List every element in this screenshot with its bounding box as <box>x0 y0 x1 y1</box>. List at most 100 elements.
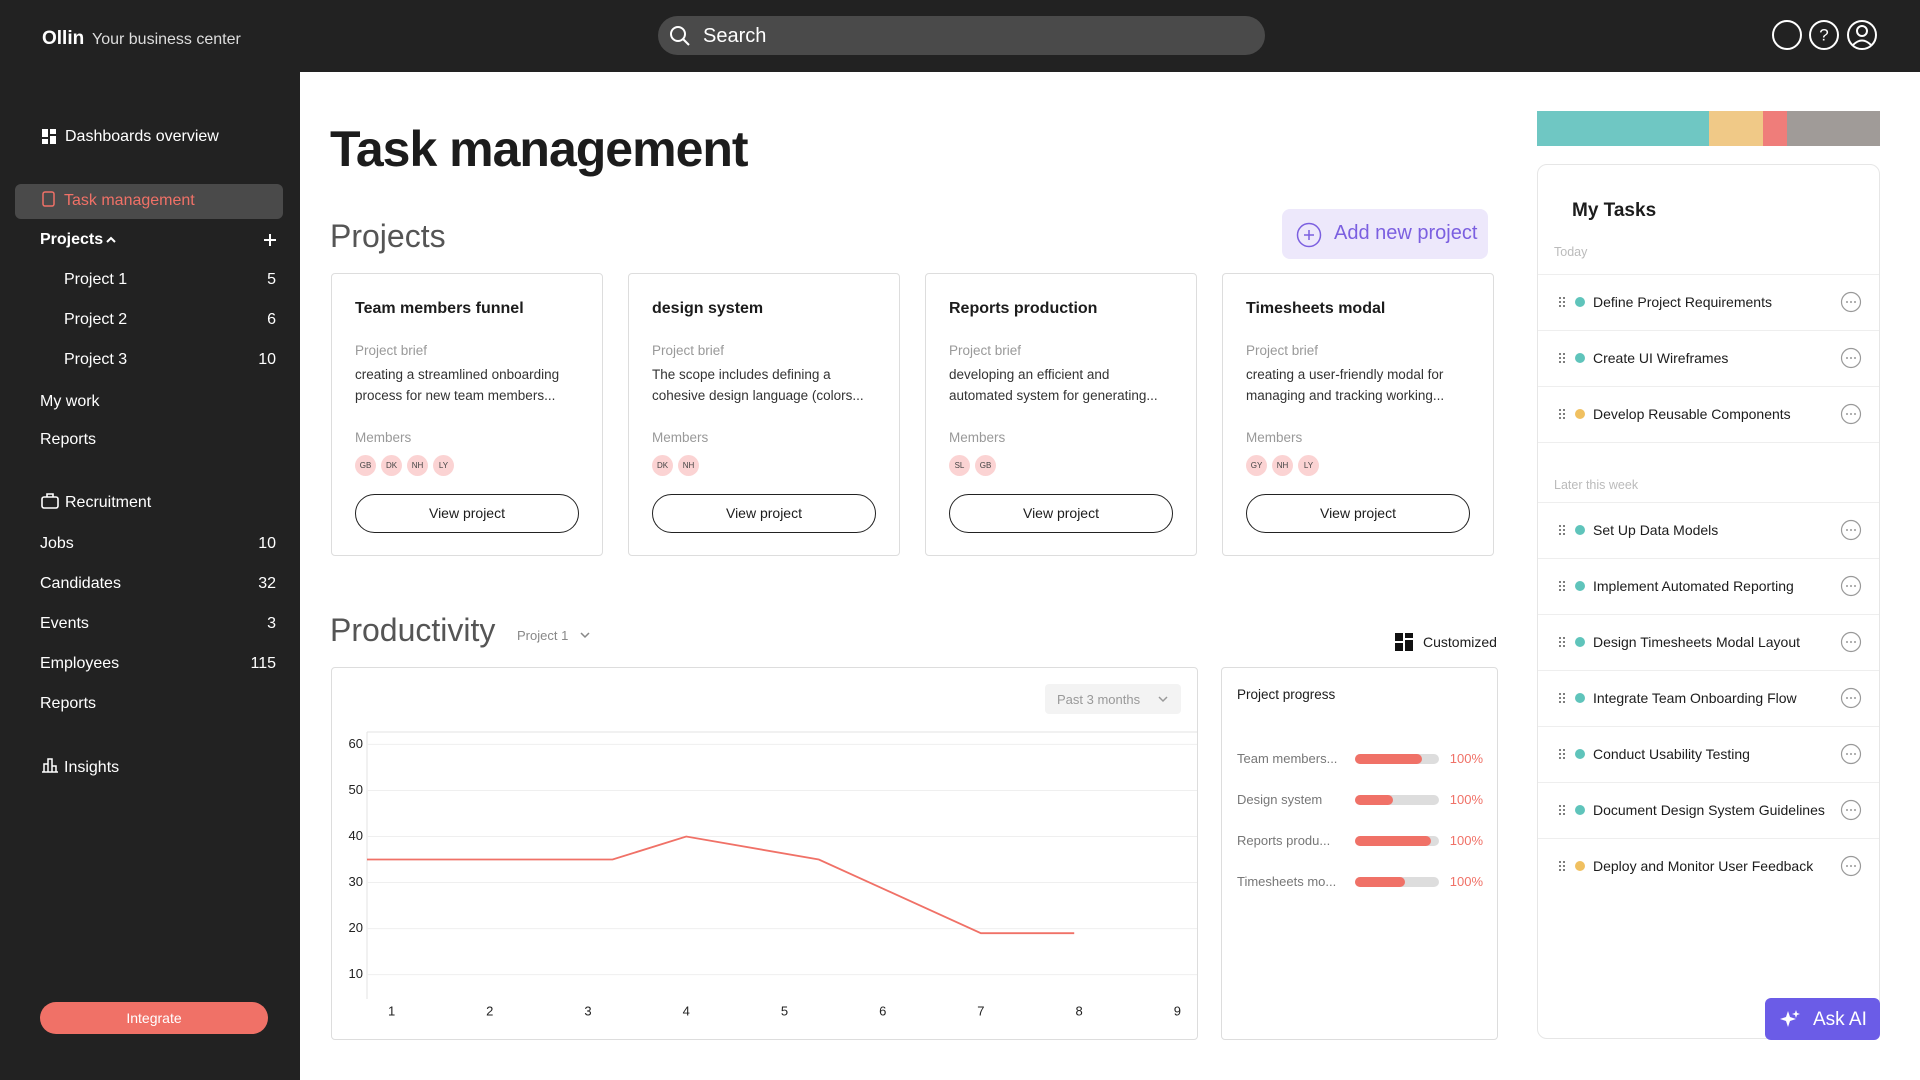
member-avatar: DK <box>381 455 402 476</box>
nav-item[interactable]: My work <box>40 393 100 410</box>
add-project-button[interactable]: Add new project <box>1282 209 1488 259</box>
icon-part <box>1846 585 1848 587</box>
progress-label: Timesheets mo... <box>1237 874 1337 889</box>
view-project-button[interactable]: View project <box>1246 494 1470 533</box>
status-dot <box>1575 749 1585 759</box>
icon-part <box>1304 230 1314 240</box>
task-name[interactable]: Deploy and Monitor User Feedback <box>1593 858 1814 874</box>
project-title: Reports production <box>949 300 1098 317</box>
nav-subitem[interactable]: Project 3 <box>64 351 128 368</box>
status-dot <box>1575 409 1585 419</box>
period-select[interactable]: Past 3 months <box>1045 684 1181 714</box>
task-name[interactable]: Conduct Usability Testing <box>1593 746 1750 762</box>
icon-part <box>1563 353 1565 355</box>
task-name[interactable]: Create UI Wireframes <box>1593 350 1729 366</box>
icon-part <box>1563 525 1565 527</box>
view-project-button[interactable]: View project <box>949 494 1173 533</box>
view-project-button[interactable]: View project <box>652 494 876 533</box>
icon-part <box>1559 749 1561 751</box>
nav-group[interactable]: Recruitment <box>65 494 152 511</box>
task-name[interactable]: Design Timesheets Modal Layout <box>1593 634 1800 650</box>
integrate-button[interactable]: Integrate <box>40 1002 268 1034</box>
task-name[interactable]: Integrate Team Onboarding Flow <box>1593 690 1797 706</box>
y-tick-label: 20 <box>349 920 363 935</box>
icon-part <box>1296 222 1322 248</box>
icon-part <box>1854 529 1856 531</box>
more-icon <box>1840 687 1862 709</box>
nav-active-bg[interactable] <box>15 184 283 219</box>
icon-part <box>1559 757 1561 759</box>
search-box[interactable] <box>658 16 1265 55</box>
more-icon <box>1840 855 1862 877</box>
icon-part <box>1559 637 1561 639</box>
nav-item[interactable]: Dashboards overview <box>65 128 219 145</box>
progress-title: Project progress <box>1237 687 1336 702</box>
icon-part <box>42 129 48 137</box>
icon-part <box>1563 865 1565 867</box>
nav-group[interactable]: Projects <box>40 231 104 248</box>
icon-part <box>1559 645 1561 647</box>
icon-part <box>1840 687 1862 709</box>
nav-item[interactable]: Employees <box>40 655 120 672</box>
icon-part <box>1563 861 1565 863</box>
icon-part <box>1854 809 1856 811</box>
project-title: Timesheets modal <box>1246 300 1386 317</box>
nav-item[interactable]: Jobs <box>40 535 74 552</box>
tasks-card: My Tasks Today Define Project Requirements… <box>1537 164 1880 1039</box>
status-segment <box>1763 111 1788 146</box>
icon-part <box>1563 301 1565 303</box>
project-filter[interactable]: Project 1 <box>517 628 569 643</box>
icon-part <box>1563 581 1565 583</box>
y-tick-label: 30 <box>349 874 363 889</box>
drag-handle <box>1559 637 1565 647</box>
task-name[interactable]: Document Design System Guidelines <box>1593 802 1825 818</box>
status-dot <box>1575 353 1585 363</box>
nav-subitem[interactable]: Project 1 <box>64 271 128 288</box>
group-label: Today <box>1554 245 1588 259</box>
members-label: Members <box>652 430 709 445</box>
icon-part <box>1563 361 1565 363</box>
icon-part <box>42 191 55 207</box>
icon-part <box>1395 643 1403 651</box>
x-tick-label: 8 <box>1076 1003 1083 1018</box>
task-name[interactable]: Develop Reusable Components <box>1593 406 1791 422</box>
members-label: Members <box>355 430 412 445</box>
icon-part <box>1405 640 1413 651</box>
y-tick-label: 60 <box>349 736 363 751</box>
header-icons[interactable]: ? <box>1770 18 1880 54</box>
member-avatar: NH <box>1272 455 1293 476</box>
add-icon <box>264 234 276 246</box>
brief-label: Project brief <box>1246 343 1319 358</box>
task-name[interactable]: Define Project Requirements <box>1593 294 1772 310</box>
nav-item[interactable]: Reports <box>40 695 97 712</box>
brand: Ollin <box>42 28 85 49</box>
nav-group[interactable]: Insights <box>64 759 120 776</box>
project-title: Team members funnel <box>355 300 524 317</box>
drag-handle <box>1559 693 1565 703</box>
more-icon <box>1840 519 1862 541</box>
icon-part <box>50 136 56 144</box>
nav-item[interactable]: Events <box>40 615 89 632</box>
brief-text: The scope includes defining a <box>652 367 831 382</box>
icon-part <box>1846 641 1848 643</box>
brief-text: creating a user-friendly modal for <box>1246 367 1444 382</box>
task-name[interactable]: Implement Automated Reporting <box>1593 578 1794 594</box>
icon-part <box>1563 637 1565 639</box>
briefcase-icon <box>41 493 59 509</box>
view-project-button[interactable]: View project <box>355 494 579 533</box>
status-dot <box>1575 525 1585 535</box>
ask-ai-button[interactable]: Ask AI <box>1765 998 1880 1040</box>
icon-part <box>1846 697 1848 699</box>
view-toggle[interactable]: Customized <box>1423 634 1497 650</box>
project-card: design system Project brief The scope incl… <box>628 273 900 556</box>
task-name[interactable]: Set Up Data Models <box>1593 522 1719 538</box>
icon-part <box>580 632 590 639</box>
icon-part <box>1846 413 1848 415</box>
icon-part <box>1559 697 1561 699</box>
nav-item[interactable]: Candidates <box>40 575 121 592</box>
more-icon <box>1840 291 1862 313</box>
progress-fill <box>1355 795 1393 805</box>
nav-subitem[interactable]: Project 2 <box>64 311 128 328</box>
icon-part <box>1563 809 1565 811</box>
nav-item[interactable]: Reports <box>40 431 97 448</box>
